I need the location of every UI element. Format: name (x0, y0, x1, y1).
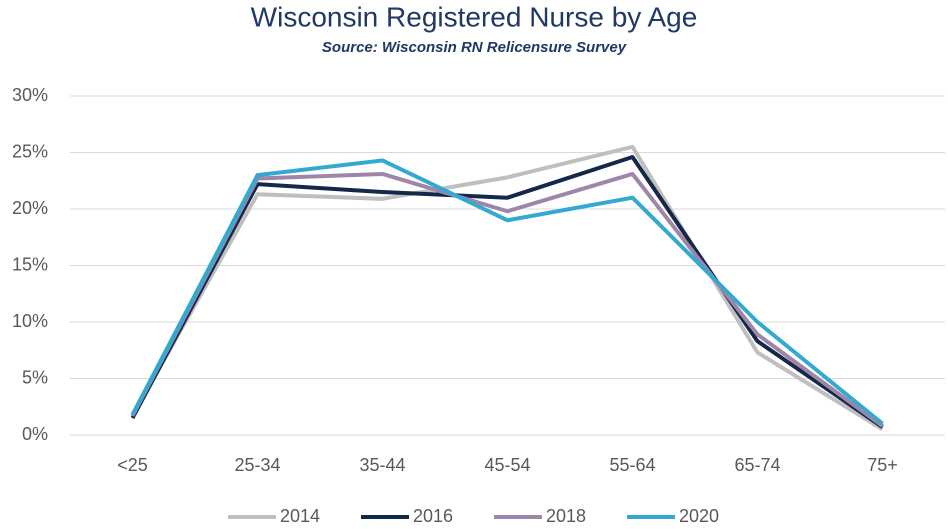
y-tick-label: 5% (22, 367, 48, 387)
legend-label: 2018 (546, 506, 586, 526)
series-line (130, 155, 884, 429)
chart-title: Wisconsin Registered Nurse by Age (251, 1, 698, 32)
series-line (130, 144, 884, 432)
y-tick-label: 10% (12, 311, 48, 331)
legend-label: 2016 (413, 506, 453, 526)
legend-label: 2014 (280, 506, 320, 526)
x-tick-label: 55-64 (609, 455, 655, 475)
y-tick-label: 25% (12, 141, 48, 161)
y-tick-label: 0% (22, 424, 48, 444)
series-line (130, 158, 884, 426)
x-tick-label: 35-44 (359, 455, 405, 475)
x-tick-label: 45-54 (484, 455, 530, 475)
y-tick-label: 15% (12, 254, 48, 274)
y-tick-label: 20% (12, 198, 48, 218)
x-tick-label: 65-74 (734, 455, 780, 475)
x-tick-label: 25-34 (234, 455, 280, 475)
y-tick-label: 30% (12, 85, 48, 105)
x-tick-label: <25 (117, 455, 148, 475)
x-tick-label: 75+ (867, 455, 898, 475)
legend-label: 2020 (679, 506, 719, 526)
chart-subtitle: Source: Wisconsin RN Relicensure Survey (322, 39, 627, 56)
